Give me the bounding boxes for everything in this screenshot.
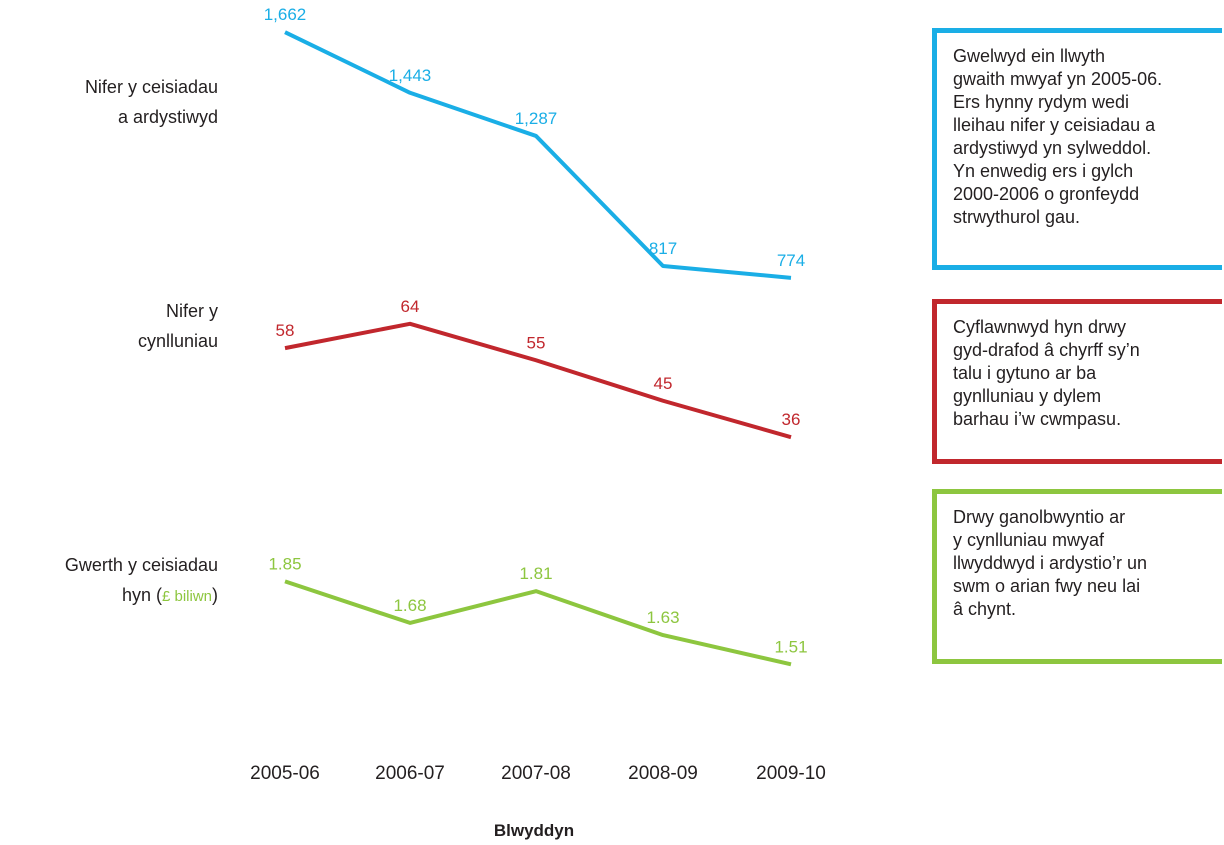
callout-ceisiadau-text: Gwelwyd ein llwyth gwaith mwyaf yn 2005-… (953, 46, 1163, 227)
data-label-gwerth: 1.68 (393, 596, 426, 615)
data-label-ceisiadau: 1,287 (515, 109, 558, 128)
series-label-gwerth-line2: hyn (£ biliwn) (0, 580, 218, 612)
line-chart: 1,662 1,443 1,287 817 774 58 64 55 45 36 1.85 1.68 1… (264, 5, 808, 667)
x-tick-label: 2008-09 (628, 763, 698, 784)
data-label-gwerth: 1.63 (646, 608, 679, 627)
callout-ceisiadau: Gwelwyd ein llwyth gwaith mwyaf yn 2005-… (932, 28, 1222, 270)
data-label-cynlluniau: 55 (527, 333, 546, 352)
series-label-gwerth-post: ) (212, 585, 218, 605)
data-label-gwerth: 1.85 (268, 554, 301, 573)
x-axis-label: Blwyddyn (493, 821, 575, 840)
x-tick-label: 2009-10 (756, 763, 826, 784)
data-label-gwerth: 1.81 (519, 564, 552, 583)
data-label-ceisiadau: 1,443 (389, 66, 432, 85)
series-label-cynlluniau-line1: Nifer y (165, 301, 218, 321)
callout-gwerth-text: Drwy ganolbwyntio ar y cynlluniau mwyaf … (953, 507, 1148, 619)
series-line-ceisiadau (284, 30, 792, 280)
series-label-cynlluniau: Nifer y cynlluniau (0, 296, 218, 356)
data-label-cynlluniau: 64 (401, 297, 420, 316)
callout-gwerth: Drwy ganolbwyntio ar y cynlluniau mwyaf … (932, 489, 1222, 664)
data-label-ceisiadau: 1,662 (264, 5, 307, 24)
series-line-gwerth (284, 579, 792, 667)
data-label-ceisiadau: 817 (649, 239, 677, 258)
series-label-gwerth-unit: £ biliwn (161, 588, 212, 605)
data-label-ceisiadau: 774 (777, 251, 805, 270)
callout-cynlluniau-text: Cyflawnwyd hyn drwy gyd-drafod â chyrff … (953, 317, 1140, 429)
x-tick-label: 2005-06 (250, 763, 320, 784)
series-line-cynlluniau (284, 321, 792, 440)
series-label-gwerth-pre: hyn ( (121, 585, 162, 605)
data-label-cynlluniau: 58 (276, 321, 295, 340)
series-label-gwerth-line1: Gwerth y ceisiadau (64, 555, 218, 575)
series-label-ceisiadau-line1: Nifer y ceisiadau (84, 77, 218, 97)
data-label-cynlluniau: 45 (654, 374, 673, 393)
series-label-cynlluniau-line2: cynlluniau (137, 331, 218, 351)
series-label-ceisiadau-line2: a ardystiwyd (117, 107, 218, 127)
data-label-cynlluniau: 36 (782, 410, 801, 429)
x-tick-label: 2006-07 (375, 763, 445, 784)
callout-cynlluniau: Cyflawnwyd hyn drwy gyd-drafod â chyrff … (932, 299, 1222, 464)
data-label-gwerth: 1.51 (774, 637, 807, 656)
series-label-gwerth: Gwerth y ceisiadau hyn (£ biliwn) (0, 550, 218, 612)
x-tick-label: 2007-08 (501, 763, 571, 784)
series-label-ceisiadau: Nifer y ceisiadau a ardystiwyd (0, 72, 218, 132)
